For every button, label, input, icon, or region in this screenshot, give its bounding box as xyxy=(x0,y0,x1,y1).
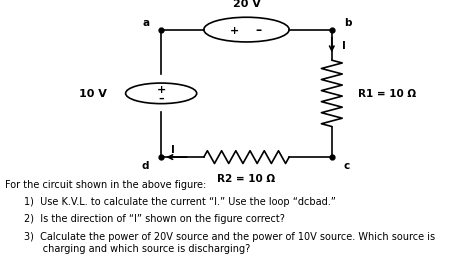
Text: 1)  Use K.V.L. to calculate the current “I.” Use the loop “dcbad.”: 1) Use K.V.L. to calculate the current “… xyxy=(24,196,336,206)
Text: b: b xyxy=(344,18,351,28)
Text: R1 = 10 Ω: R1 = 10 Ω xyxy=(358,89,416,99)
Text: –: – xyxy=(255,24,261,37)
Text: +: + xyxy=(230,25,239,36)
Text: I: I xyxy=(342,41,346,51)
Text: For the circuit shown in the above figure:: For the circuit shown in the above figur… xyxy=(5,179,206,189)
Text: 20 V: 20 V xyxy=(233,0,260,9)
Text: 2)  Is the direction of “I” shown on the figure correct?: 2) Is the direction of “I” shown on the … xyxy=(24,214,284,224)
Text: c: c xyxy=(344,160,350,170)
Text: d: d xyxy=(142,160,149,170)
Text: +: + xyxy=(156,85,166,95)
Text: I: I xyxy=(171,145,175,155)
Text: charging and which source is discharging?: charging and which source is discharging… xyxy=(24,243,250,253)
Text: –: – xyxy=(158,93,164,103)
Text: a: a xyxy=(142,18,149,28)
Text: 10 V: 10 V xyxy=(79,89,107,99)
Text: 3)  Calculate the power of 20V source and the power of 10V source. Which source : 3) Calculate the power of 20V source and… xyxy=(24,231,435,241)
Text: R2 = 10 Ω: R2 = 10 Ω xyxy=(218,173,275,183)
